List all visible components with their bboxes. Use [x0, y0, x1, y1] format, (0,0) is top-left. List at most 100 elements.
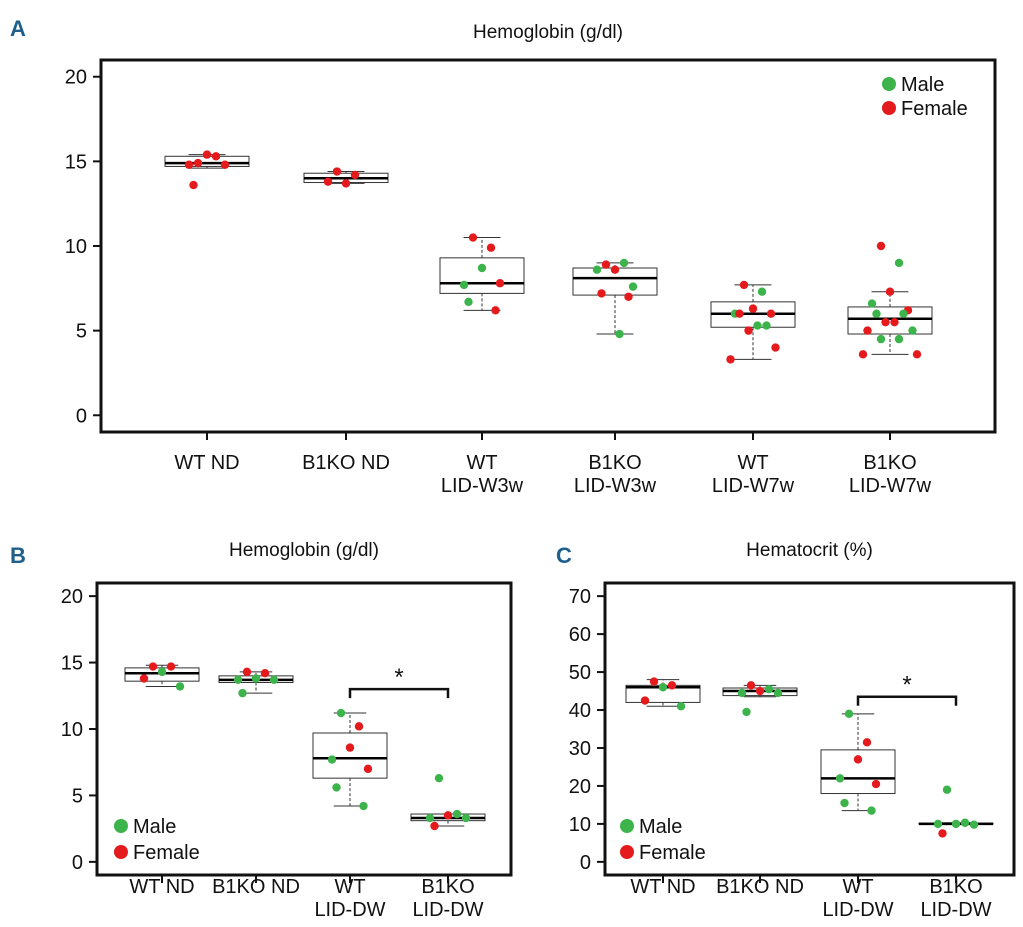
box — [312, 732, 388, 779]
legend-male-dot — [620, 819, 634, 833]
data-point-female — [640, 696, 650, 705]
data-point-female — [443, 811, 453, 820]
data-point-female — [189, 180, 198, 190]
y-tick-label: 50 — [569, 662, 591, 684]
legend-female-label: Female — [639, 842, 706, 864]
data-point-male — [157, 667, 167, 677]
x-tick-label: WT ND — [174, 452, 239, 474]
data-point-female — [938, 829, 947, 838]
x-tick-label: B1KO ND — [212, 876, 300, 898]
x-tick-label: LID-W7w — [712, 475, 795, 497]
box-group: WT ND — [124, 662, 200, 898]
y-tick-label: 60 — [569, 624, 591, 646]
data-point-female — [739, 280, 749, 290]
significance-star: * — [902, 672, 911, 699]
data-point-female — [597, 289, 606, 298]
data-point-female — [363, 764, 373, 774]
data-point-male — [459, 280, 469, 290]
data-point-female — [601, 260, 611, 269]
data-point-female — [862, 738, 872, 747]
data-point-male — [452, 809, 462, 819]
x-tick-label: B1KO — [588, 452, 641, 474]
data-point-female — [748, 304, 758, 313]
data-point-female — [885, 287, 895, 296]
data-point-male — [592, 265, 602, 274]
data-point-female — [649, 677, 659, 686]
chart-title: Hemoglobin (g/dl) — [229, 540, 379, 561]
data-point-male — [960, 818, 970, 827]
data-point-male — [867, 299, 877, 308]
box-group: WT ND — [164, 150, 250, 474]
y-tick-label: 70 — [569, 586, 591, 608]
legend-female-dot — [114, 845, 128, 859]
box — [847, 306, 933, 335]
legend-male-label: Male — [901, 74, 944, 96]
data-point-female — [667, 681, 677, 690]
data-point-female — [766, 309, 776, 318]
data-point-female — [184, 160, 194, 169]
panel-c: C Hematocrit (%) 0 10 20 30 40 50 60 70 WT ND B1KO … — [556, 540, 1016, 921]
legend-male-dot — [114, 819, 128, 833]
significance-bracket — [856, 695, 958, 706]
data-point-female — [863, 326, 872, 335]
data-point-male — [251, 674, 261, 683]
data-point-male — [899, 309, 908, 318]
x-tick-label: WT — [334, 876, 365, 898]
y-tick-label: 20 — [65, 67, 87, 89]
data-point-male — [872, 309, 881, 318]
y-tick-label: 10 — [569, 814, 591, 836]
data-point-female — [881, 317, 890, 327]
data-point-female — [323, 177, 333, 186]
data-point-male — [894, 334, 904, 344]
data-point-male — [676, 702, 686, 711]
data-point-male — [464, 297, 473, 307]
data-point-female — [610, 265, 620, 274]
data-point-female — [912, 350, 922, 359]
y-tick-label: 40 — [569, 700, 591, 722]
data-point-male — [737, 688, 747, 698]
data-point-male — [876, 334, 886, 344]
plot-frame — [99, 58, 997, 434]
chart-title: Hemoglobin (g/dl) — [473, 22, 623, 43]
x-tick-label: WT — [737, 452, 768, 474]
x-tick-label: B1KO — [929, 876, 982, 898]
x-tick-label: WT — [842, 876, 873, 898]
data-point-male — [969, 820, 979, 829]
y-tick-label: 5 — [76, 321, 87, 343]
data-point-male — [327, 755, 337, 764]
data-point-male — [434, 773, 444, 783]
x-tick-label: LID-DW — [822, 899, 893, 921]
data-point-female — [350, 170, 360, 180]
x-tick-label: LID-DW — [412, 899, 483, 921]
y-tick-label: 5 — [72, 785, 83, 807]
y-tick-label: 10 — [65, 236, 87, 258]
y-tick-label: 15 — [65, 151, 87, 173]
data-point-female — [491, 306, 500, 315]
data-point-female — [468, 233, 478, 242]
data-point-male — [461, 813, 471, 823]
data-point-female — [242, 667, 252, 677]
data-point-female — [139, 674, 149, 683]
data-point-female — [430, 821, 439, 831]
y-tick-label: 15 — [61, 653, 83, 675]
x-tick-label: B1KO ND — [302, 452, 390, 474]
x-tick-label: B1KO — [863, 452, 916, 474]
y-tick-label: 10 — [61, 719, 83, 741]
x-tick-label: LID-DW — [314, 899, 385, 921]
box-group: WT ND — [625, 677, 701, 898]
x-tick-label: LID-W7w — [849, 475, 932, 497]
panel-letter: A — [10, 16, 26, 41]
data-point-male — [619, 258, 629, 268]
data-point-male — [933, 819, 943, 829]
data-point-female — [771, 343, 780, 352]
data-point-male — [332, 783, 341, 792]
y-tick-label: 0 — [72, 852, 83, 874]
data-point-female — [495, 279, 505, 288]
